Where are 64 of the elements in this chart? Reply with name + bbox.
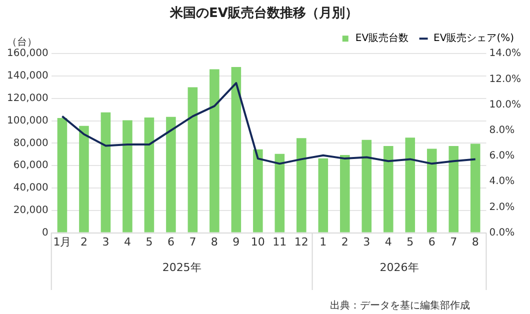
legend-label: EV販売シェア(%): [434, 32, 514, 44]
y-tick-label: 0: [42, 227, 48, 238]
x-tick-label: 2: [341, 235, 348, 248]
legend-label: EV販売台数: [355, 32, 409, 44]
bar: [362, 140, 372, 232]
text: 2026年: [380, 260, 419, 274]
y2-tick-label: 12.0%: [489, 74, 522, 85]
y2-tick-label: 0.0%: [489, 227, 515, 238]
chart-title: 米国のEV販売台数推移（月別）: [169, 5, 358, 22]
y2-tick-label: 6.0%: [489, 150, 515, 162]
bar: [144, 117, 154, 232]
x-tick-label: 9: [232, 235, 240, 248]
x-tick-label: 8: [210, 235, 218, 248]
bar: [122, 120, 132, 232]
bar: [253, 149, 263, 232]
bar: [426, 148, 437, 232]
x-tick-label: 6: [167, 235, 174, 248]
x-tick-label: 5: [406, 235, 414, 248]
y-tick-label: 120,000: [6, 92, 48, 104]
y2-tick-label: 2.0%: [489, 202, 515, 213]
y-tick-label: 140,000: [6, 70, 48, 82]
bar: [166, 116, 176, 232]
bar: [100, 112, 111, 232]
x-tick-label: 8: [472, 235, 479, 248]
y-tick-label: 80,000: [13, 138, 48, 149]
x-tick-label: 12: [294, 235, 308, 248]
bar: [274, 154, 285, 232]
y-tick-label: 40,000: [13, 182, 48, 194]
bar: [231, 67, 242, 232]
x-tick-label: 7: [450, 235, 458, 248]
x-tick-label: 6: [428, 235, 436, 248]
x-tick-label: 1: [320, 235, 327, 248]
y-axis-title: （台）: [7, 36, 37, 48]
bar: [405, 138, 416, 232]
bar: [79, 126, 89, 232]
source-note: 出典：データを基に編集部作成: [330, 300, 470, 312]
x-tick-label: 4: [124, 235, 131, 248]
x-tick-label: 3: [102, 235, 110, 248]
x-tick-label: 11: [272, 235, 287, 248]
y-tick-label: 60,000: [13, 160, 48, 172]
bar: [470, 144, 480, 232]
x-tick-label: 1月: [53, 235, 72, 248]
text: 2025年: [162, 260, 202, 274]
bar: [448, 146, 459, 232]
x-tick-label: 3: [363, 235, 370, 248]
y-tick-label: 20,000: [13, 204, 48, 216]
bar: [296, 138, 306, 232]
y2-tick-label: 14.0%: [489, 48, 522, 60]
y-tick-label: 160,000: [6, 48, 48, 60]
bar: [57, 118, 68, 232]
x-tick-label: 4: [384, 235, 392, 248]
y2-tick-label: 4.0%: [489, 176, 515, 188]
x-tick-label: 5: [146, 235, 153, 248]
x-tick-label: 2: [80, 235, 88, 248]
bar: [210, 69, 220, 232]
y-tick-label: 100,000: [6, 115, 48, 126]
bar: [188, 87, 198, 232]
bar: [340, 154, 350, 232]
y2-tick-label: 10.0%: [489, 99, 522, 110]
x-tick-label: 7: [189, 235, 196, 248]
bar: [318, 158, 328, 232]
y2-tick-label: 8.0%: [489, 124, 515, 136]
bar: [383, 146, 394, 232]
x-tick-label: 10: [250, 235, 265, 248]
